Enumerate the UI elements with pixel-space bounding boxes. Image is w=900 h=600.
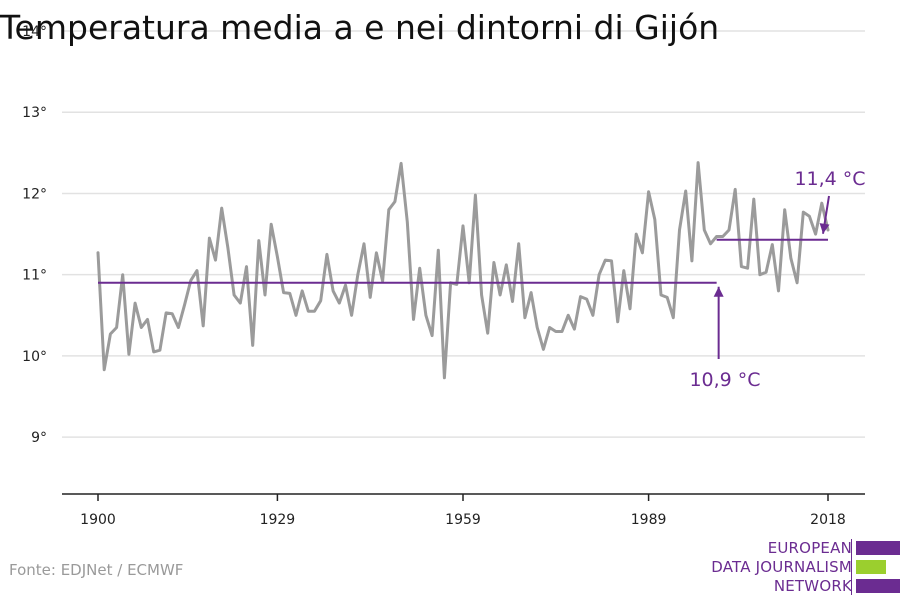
x-tick-label: 2018 bbox=[810, 512, 846, 528]
logo-line-data-journalism: DATA JOURNALISM bbox=[711, 558, 852, 576]
chart-title: Temperatura media a e nei dintorni di Gi… bbox=[0, 8, 720, 47]
average-lines bbox=[98, 238, 828, 284]
average-annotations: 10,9 °C 11,4 °C bbox=[689, 168, 865, 391]
x-tick-label: 1959 bbox=[445, 512, 481, 528]
annotation-arrowhead bbox=[713, 286, 724, 297]
x-axis-ticks: 1900 1929 1959 1989 2018 bbox=[80, 494, 846, 528]
y-axis-tick-labels: 9° 10° 11° 12° 13° 14° bbox=[22, 24, 47, 446]
edjnet-logo: EUROPEAN DATA JOURNALISM NETWORK bbox=[700, 539, 900, 595]
logo-bar-middle bbox=[856, 560, 886, 574]
y-tick-label: 9° bbox=[31, 430, 47, 446]
y-tick-label: 11° bbox=[22, 268, 47, 284]
average-label-1900-2000: 10,9 °C bbox=[689, 369, 760, 391]
logo-divider bbox=[851, 539, 852, 595]
x-tick-label: 1989 bbox=[631, 512, 667, 528]
logo-line-european: EUROPEAN bbox=[767, 539, 852, 557]
x-tick-label: 1900 bbox=[80, 512, 116, 528]
temperature-series-line bbox=[96, 161, 830, 380]
y-tick-label: 14° bbox=[22, 24, 47, 40]
logo-line-network: NETWORK bbox=[773, 577, 852, 595]
logo-bar-top bbox=[856, 541, 900, 555]
y-tick-label: 13° bbox=[22, 105, 47, 121]
source-note: Fonte: EDJNet / ECMWF bbox=[9, 561, 184, 579]
y-tick-label: 12° bbox=[22, 186, 47, 202]
logo-bar-bottom bbox=[856, 579, 900, 593]
average-label-2000-2018: 11,4 °C bbox=[794, 168, 865, 190]
x-tick-label: 1929 bbox=[260, 512, 296, 528]
y-tick-label: 10° bbox=[22, 349, 47, 365]
annotation-arrowhead bbox=[819, 223, 830, 234]
